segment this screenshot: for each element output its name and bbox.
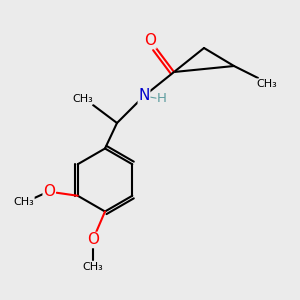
Text: CH₃: CH₃: [82, 262, 103, 272]
Text: CH₃: CH₃: [256, 79, 278, 89]
Text: CH₃: CH₃: [13, 197, 34, 207]
Text: CH₃: CH₃: [72, 94, 93, 104]
Text: O: O: [87, 232, 99, 247]
Text: O: O: [43, 184, 55, 199]
Text: O: O: [144, 33, 156, 48]
Text: H: H: [157, 92, 167, 106]
Text: N: N: [138, 88, 150, 104]
